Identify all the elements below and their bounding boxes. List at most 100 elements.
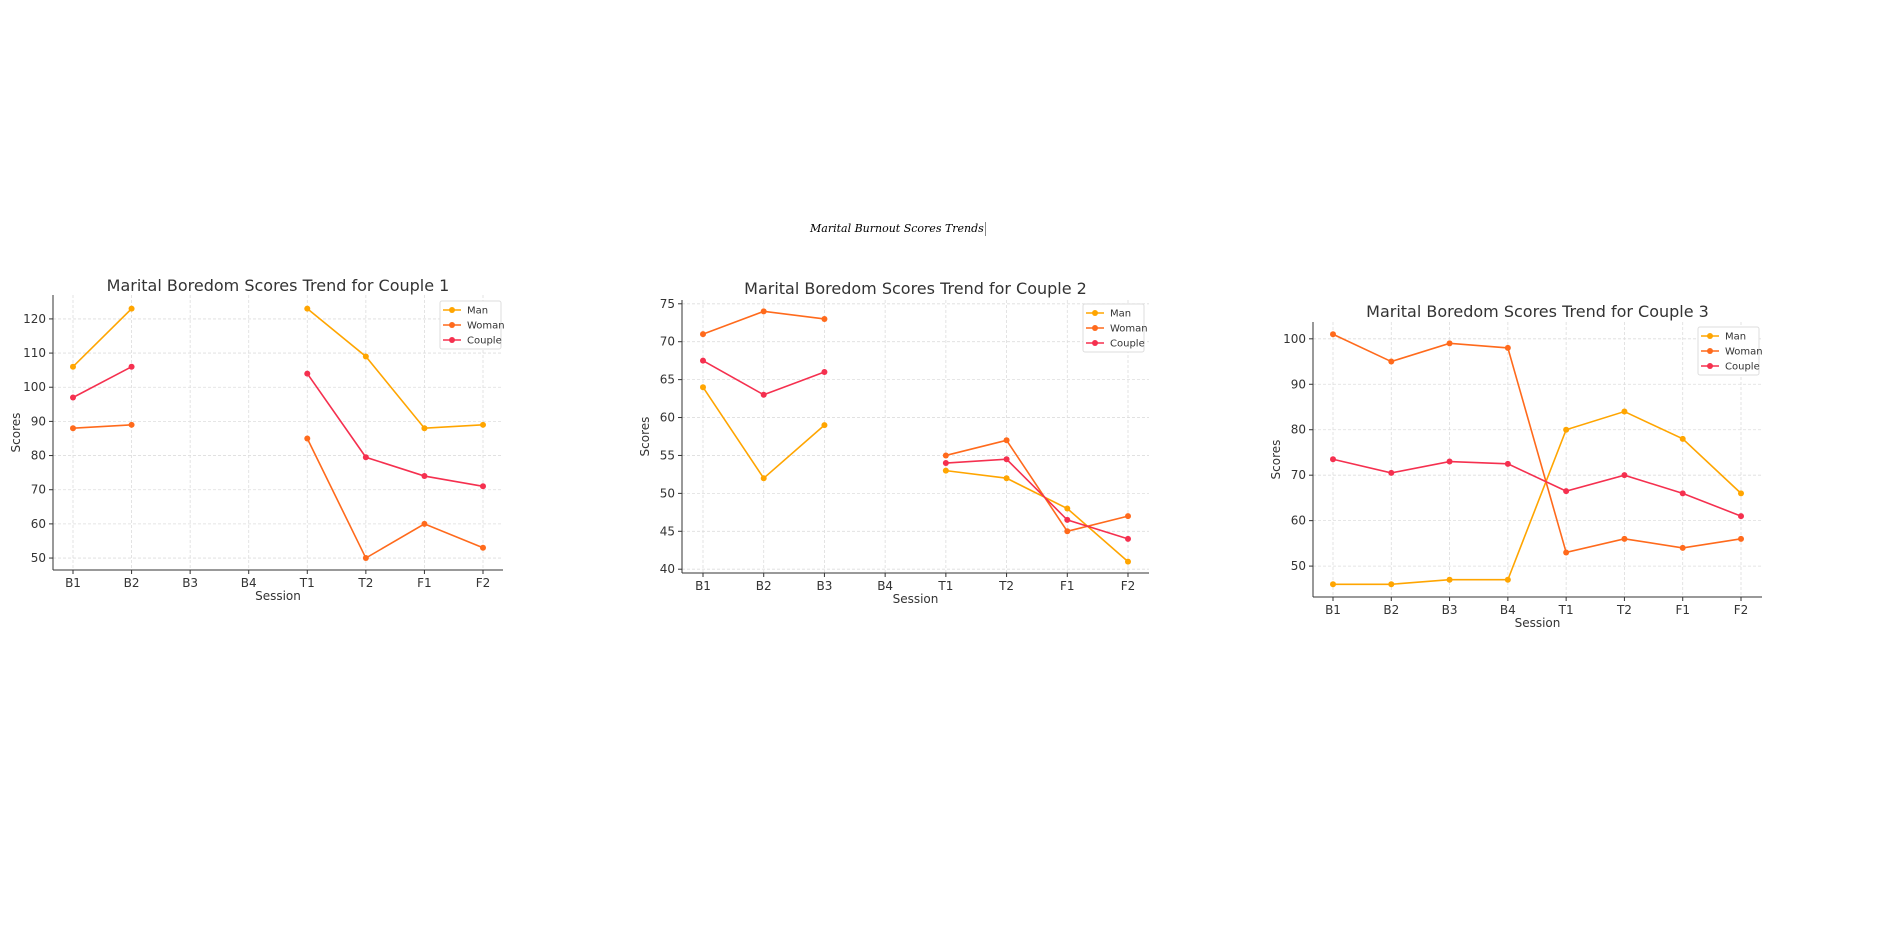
data-point-man (1621, 408, 1628, 415)
data-point-couple (1003, 456, 1010, 463)
y-tick-label: 60 (660, 411, 675, 425)
page-title: Marital Burnout Scores Trends (810, 222, 986, 236)
x-tick-label: B4 (877, 579, 893, 593)
data-point-man (1446, 576, 1453, 583)
y-tick-label: 90 (1291, 377, 1306, 391)
y-tick-label: 90 (31, 414, 46, 428)
legend-label-couple: Couple (467, 336, 502, 347)
data-point-woman (362, 555, 369, 562)
y-tick-label: 80 (1291, 423, 1306, 437)
page-title-text: Marital Burnout Scores Trends (810, 222, 984, 235)
series-line-man (72, 308, 133, 368)
y-axis-label: Scores (1269, 440, 1283, 480)
data-point-couple (760, 391, 767, 398)
data-point-couple (821, 369, 828, 376)
series-man (1330, 408, 1744, 588)
data-point-woman (700, 331, 706, 338)
legend-swatch-marker (1707, 363, 1713, 369)
series-line-woman (945, 439, 1129, 533)
legend-swatch-marker (449, 322, 455, 328)
data-point-couple (1621, 472, 1628, 479)
data-point-woman (128, 421, 135, 428)
chart-title: Marital Boredom Scores Trend for Couple … (1366, 302, 1709, 321)
y-tick-label: 50 (31, 551, 46, 565)
legend-label-couple: Couple (1725, 362, 1760, 373)
series-woman (700, 308, 1131, 535)
data-point-woman (1330, 331, 1336, 338)
data-point-woman (70, 425, 76, 432)
data-point-couple (1679, 490, 1686, 497)
x-tick-label: F2 (1734, 603, 1749, 617)
data-point-man (362, 353, 369, 360)
series-man (700, 384, 1131, 565)
data-point-couple (1738, 513, 1744, 520)
text-cursor (984, 222, 986, 236)
x-tick-label: T1 (937, 579, 953, 593)
series-woman (70, 421, 486, 562)
data-point-man (70, 363, 76, 370)
y-tick-label: 65 (660, 373, 675, 387)
series-line-couple (306, 373, 484, 488)
data-point-man (1125, 558, 1131, 565)
data-point-man (1003, 475, 1010, 482)
data-point-couple (304, 370, 311, 377)
y-axis-label: Scores (638, 417, 652, 457)
data-point-couple (1563, 488, 1570, 495)
chart-couple-3: B1 B2 B3 B4 T1 T2 F1 F2 50 60 70 80 90 100 Marital Bor… (1269, 302, 1763, 630)
legend-label-couple: Couple (1110, 339, 1145, 350)
legend-swatch-marker (449, 307, 455, 313)
y-tick-label: 50 (1291, 559, 1306, 573)
series-line-man (306, 308, 484, 430)
series-woman (1330, 331, 1744, 556)
x-tick-label: B4 (1500, 603, 1516, 617)
y-tick-label: 45 (660, 524, 675, 538)
x-tick-label: B2 (756, 579, 772, 593)
legend: Man Woman Couple (439, 300, 505, 350)
legend-swatch-marker (1092, 325, 1098, 331)
x-tick-label: F1 (1675, 603, 1690, 617)
chart-title: Marital Boredom Scores Trend for Couple … (744, 279, 1087, 298)
legend-box (439, 300, 502, 350)
data-point-couple (700, 357, 706, 364)
series-man (70, 305, 486, 432)
data-point-couple (1330, 456, 1336, 463)
x-tick-label: B2 (124, 576, 140, 590)
data-point-woman (304, 435, 311, 442)
x-tick-label: T2 (357, 576, 373, 590)
data-point-man (1563, 426, 1570, 433)
y-tick-label: 75 (660, 297, 675, 311)
x-axis-label: Session (255, 589, 301, 603)
data-point-man (1738, 490, 1744, 497)
chart-title: Marital Boredom Scores Trend for Couple … (107, 276, 450, 295)
data-point-man (421, 425, 428, 432)
data-point-couple (942, 460, 949, 467)
data-point-man (1504, 576, 1511, 583)
x-tick-label: F2 (476, 576, 491, 590)
y-tick-label: 100 (1283, 332, 1306, 346)
series-line-woman (1332, 333, 1742, 554)
legend-swatch-marker (1092, 310, 1098, 316)
series-couple (70, 363, 486, 490)
y-tick-label: 60 (1291, 514, 1306, 528)
legend-swatch-marker (1707, 348, 1713, 354)
data-point-couple (1504, 460, 1511, 467)
chart-couple-1: B1 B2 B3 B4 T1 T2 F1 F2 50 60 70 80 90 100 110 120 Marit… (9, 276, 505, 603)
data-point-woman (1003, 437, 1010, 444)
y-tick-label: 120 (23, 312, 46, 326)
data-point-couple (480, 483, 486, 490)
legend-label-man: Man (1110, 309, 1131, 320)
legend-label-woman: Woman (1725, 347, 1763, 358)
legend: Man Woman Couple (1697, 326, 1763, 376)
legend-swatch-marker (1707, 333, 1713, 339)
data-point-couple (70, 394, 76, 401)
series-line-woman (306, 438, 484, 560)
x-tick-label: T2 (1616, 603, 1632, 617)
data-point-man (821, 422, 828, 429)
y-tick-label: 60 (31, 517, 46, 531)
y-tick-label: 50 (660, 486, 675, 500)
data-point-man (760, 475, 767, 482)
x-tick-label: B4 (241, 576, 257, 590)
x-tick-label: T2 (998, 579, 1014, 593)
legend-label-woman: Woman (1110, 324, 1148, 335)
